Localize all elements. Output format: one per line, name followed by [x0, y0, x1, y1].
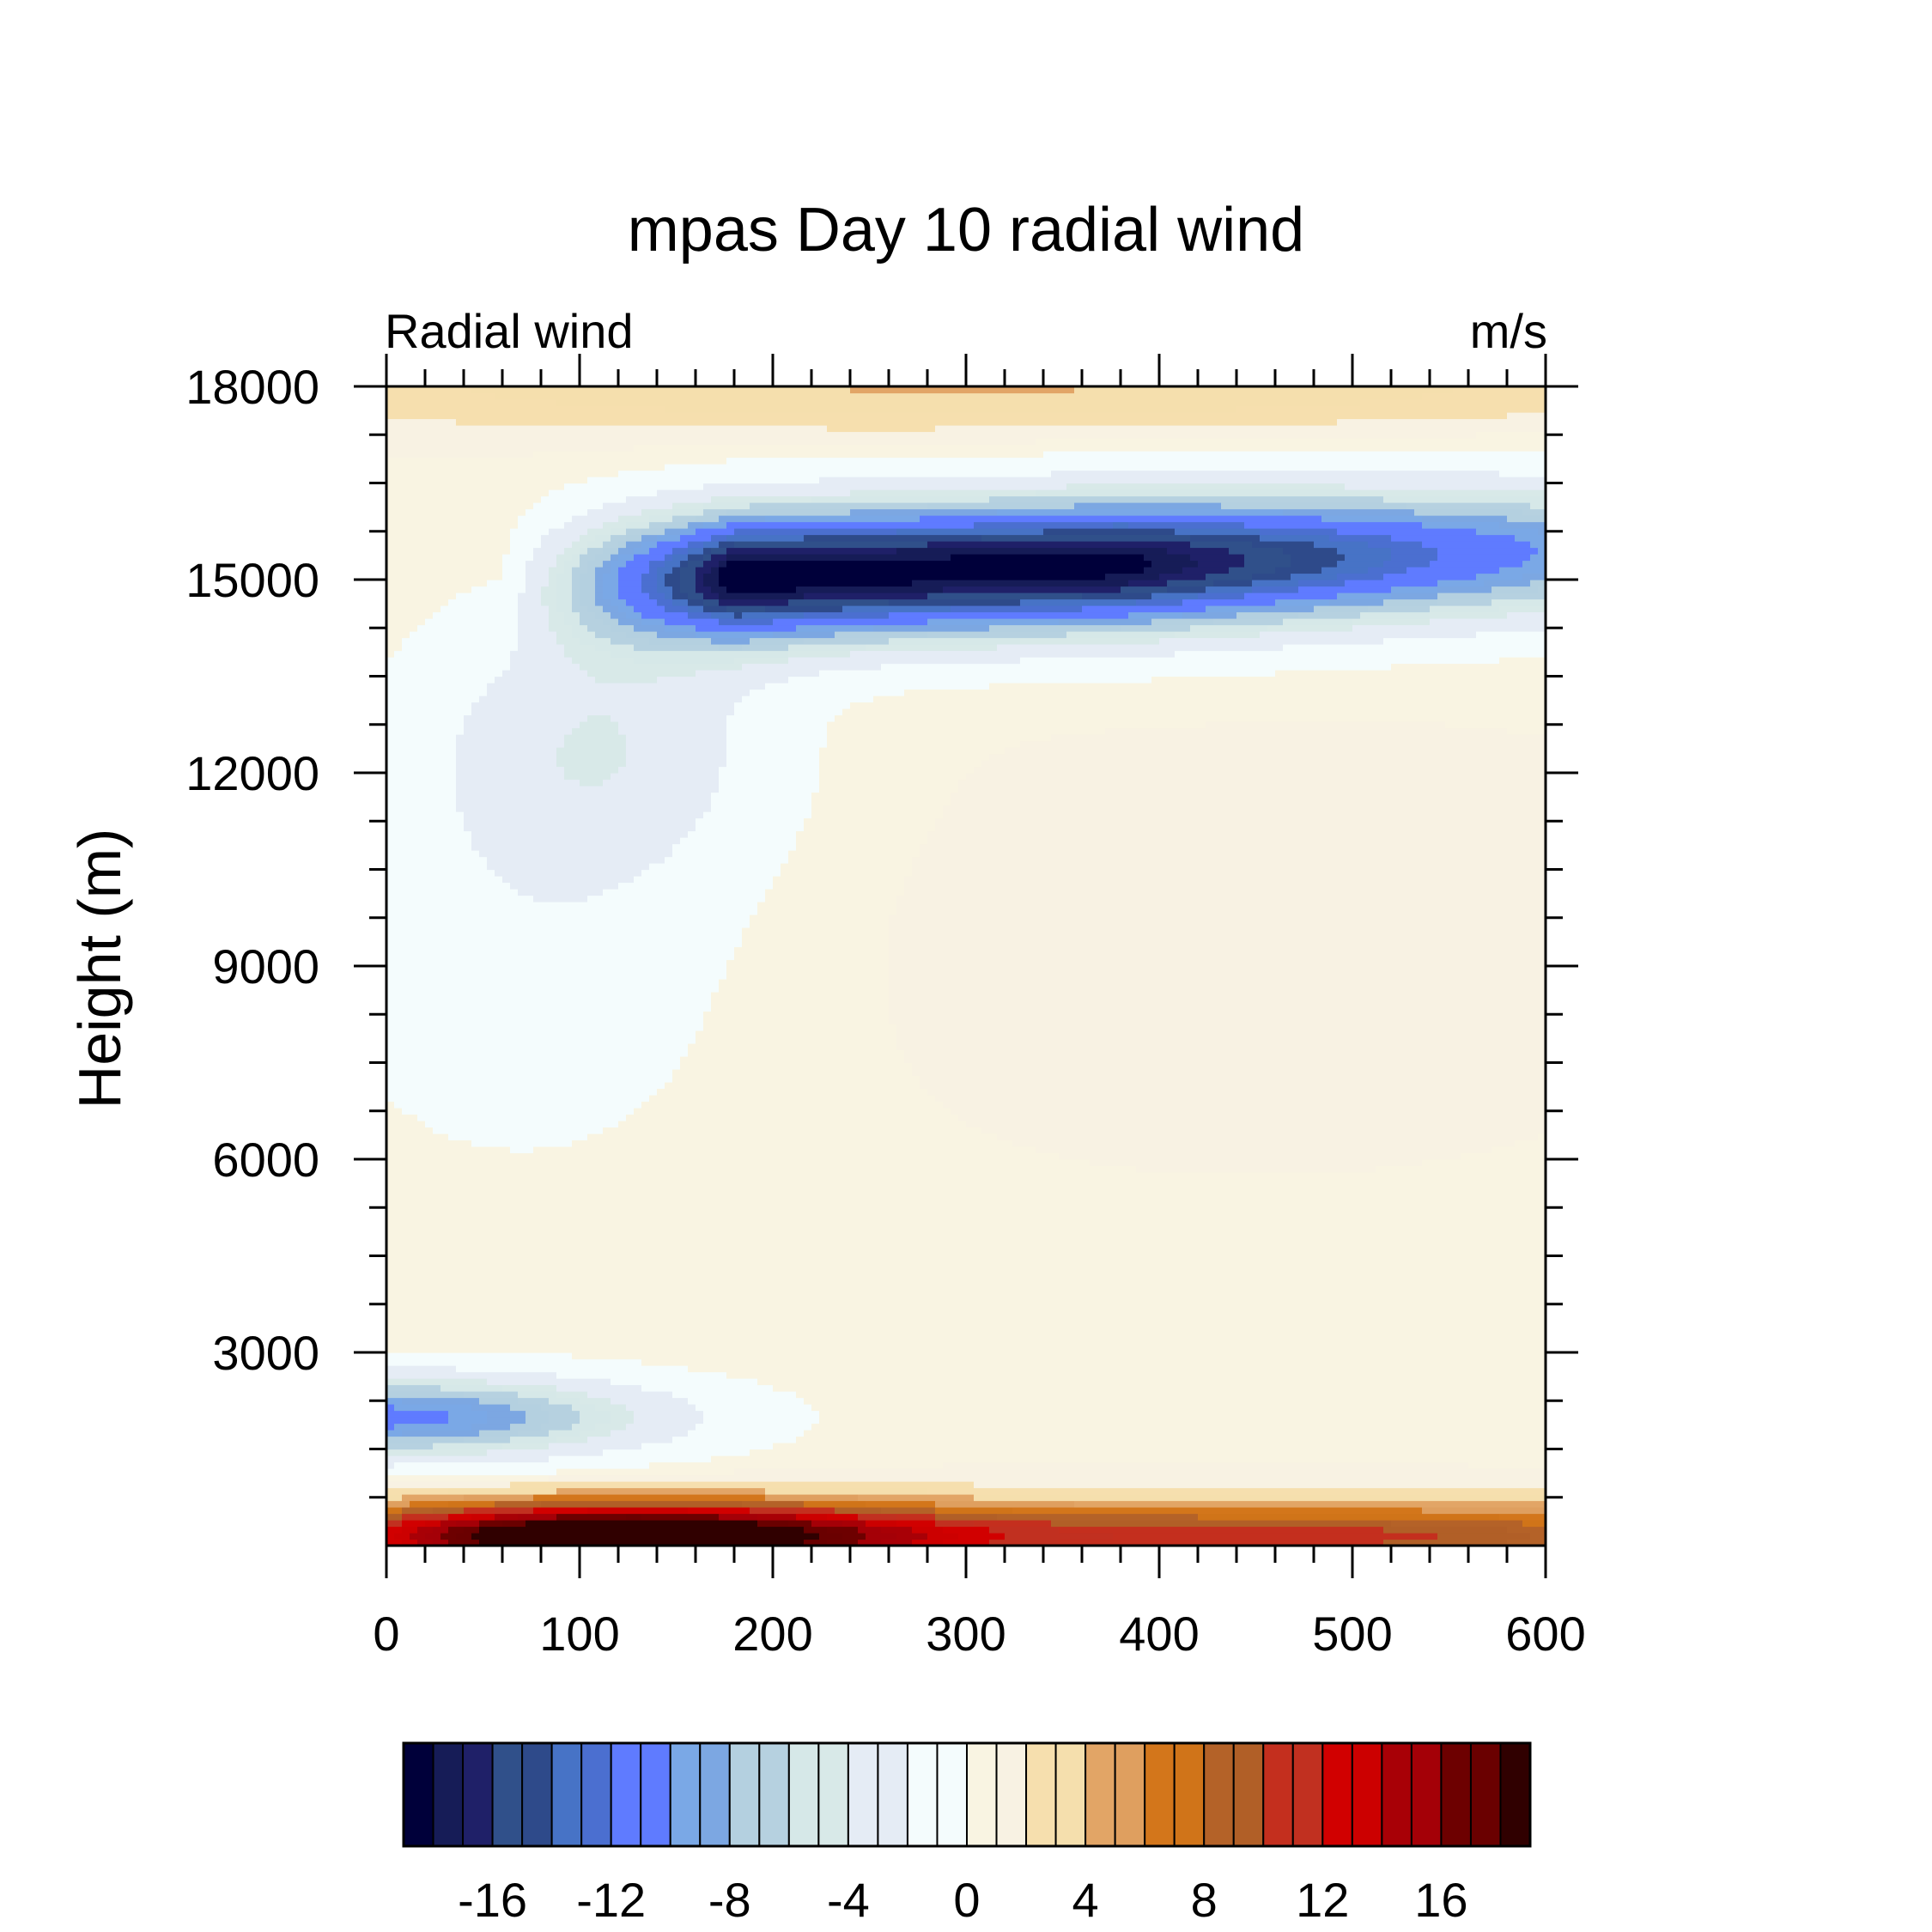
- colorbar-swatch: [521, 1742, 553, 1847]
- colorbar-swatch: [1381, 1742, 1413, 1847]
- colorbar-swatch: [640, 1742, 671, 1847]
- units-label: m/s: [1470, 304, 1547, 358]
- y-tick-label: 12000: [185, 746, 319, 800]
- colorbar: [402, 1741, 1532, 1848]
- colorbar-swatch: [1144, 1742, 1176, 1847]
- colorbar-swatch: [1321, 1742, 1353, 1847]
- colorbar-swatch: [1232, 1742, 1265, 1847]
- colorbar-swatch: [1499, 1742, 1531, 1847]
- chart-title: mpas Day 10 radial wind: [628, 196, 1304, 264]
- y-tick-label: 18000: [185, 360, 319, 414]
- x-tick-label: 400: [1119, 1607, 1199, 1661]
- colorbar-swatch: [1440, 1742, 1472, 1847]
- y-tick-label: 9000: [212, 939, 319, 993]
- y-tick-label: 15000: [185, 553, 319, 607]
- y-tick-label: 3000: [212, 1326, 319, 1380]
- colorbar-swatch: [610, 1742, 642, 1847]
- colorbar-swatch: [1410, 1742, 1443, 1847]
- colorbar-labels: -16 -12 -8 -4 0 4 8 12 16: [458, 1873, 1467, 1927]
- colorbar-swatch: [550, 1742, 583, 1847]
- left-string: Radial wind: [385, 304, 634, 358]
- colorbar-swatch: [936, 1742, 968, 1847]
- colorbar-swatch: [966, 1742, 998, 1847]
- y-tick-labels: 3000 6000 9000 12000 15000 18000: [185, 360, 319, 1380]
- colorbar-swatch: [699, 1742, 731, 1847]
- colorbar-swatch: [669, 1742, 702, 1847]
- x-tick-label: 100: [539, 1607, 619, 1661]
- colorbar-tick-label: 12: [1296, 1873, 1349, 1927]
- colorbar-swatch: [1025, 1742, 1057, 1847]
- colorbar-swatch: [1054, 1742, 1087, 1847]
- colorbar-tick-label: -12: [576, 1873, 646, 1927]
- colorbar-tick-label: -16: [458, 1873, 527, 1927]
- y-tick-label: 6000: [212, 1133, 319, 1187]
- colorbar-tick-label: 0: [953, 1873, 980, 1927]
- colorbar-frame: [402, 1741, 1532, 1848]
- y-axis-label: Height (m): [66, 829, 133, 1109]
- x-tick-label: 500: [1312, 1607, 1392, 1661]
- colorbar-tick-label: 4: [1072, 1873, 1099, 1927]
- colorbar-swatch: [1173, 1742, 1206, 1847]
- colorbar-swatch: [1291, 1742, 1324, 1847]
- colorbar-swatch: [462, 1742, 494, 1847]
- colorbar-tick-label: -4: [827, 1873, 870, 1927]
- axis-ticks: [354, 354, 1578, 1578]
- x-tick-label: 200: [732, 1607, 812, 1661]
- x-tick-label: 600: [1505, 1607, 1585, 1661]
- colorbar-tick-label: 16: [1414, 1873, 1467, 1927]
- colorbar-swatch: [995, 1742, 1028, 1847]
- colorbar-swatch: [1262, 1742, 1294, 1847]
- colorbar-swatch: [1351, 1742, 1383, 1847]
- colorbar-swatch: [847, 1742, 879, 1847]
- colorbar-swatch: [787, 1742, 820, 1847]
- x-tick-label: 0: [373, 1607, 399, 1661]
- colorbar-swatch: [728, 1742, 761, 1847]
- colorbar-swatch: [1469, 1742, 1502, 1847]
- colorbar-swatch: [817, 1742, 849, 1847]
- contour-field: [386, 386, 1546, 1546]
- colorbar-swatch: [580, 1742, 612, 1847]
- colorbar-swatch: [403, 1742, 434, 1847]
- colorbar-swatch: [1114, 1742, 1146, 1847]
- colorbar-swatch: [1203, 1742, 1235, 1847]
- colorbar-swatch: [758, 1742, 790, 1847]
- colorbar-swatch: [877, 1742, 908, 1847]
- colorbar-swatch: [432, 1742, 465, 1847]
- colorbar-tick-label: -8: [708, 1873, 751, 1927]
- x-tick-label: 300: [926, 1607, 1005, 1661]
- colorbar-swatch: [1084, 1742, 1116, 1847]
- colorbar-swatch: [906, 1742, 939, 1847]
- colorbar-tick-label: 8: [1191, 1873, 1218, 1927]
- colorbar-swatch: [491, 1742, 524, 1847]
- x-tick-labels: 0 100 200 300 400 500 600: [373, 1607, 1585, 1661]
